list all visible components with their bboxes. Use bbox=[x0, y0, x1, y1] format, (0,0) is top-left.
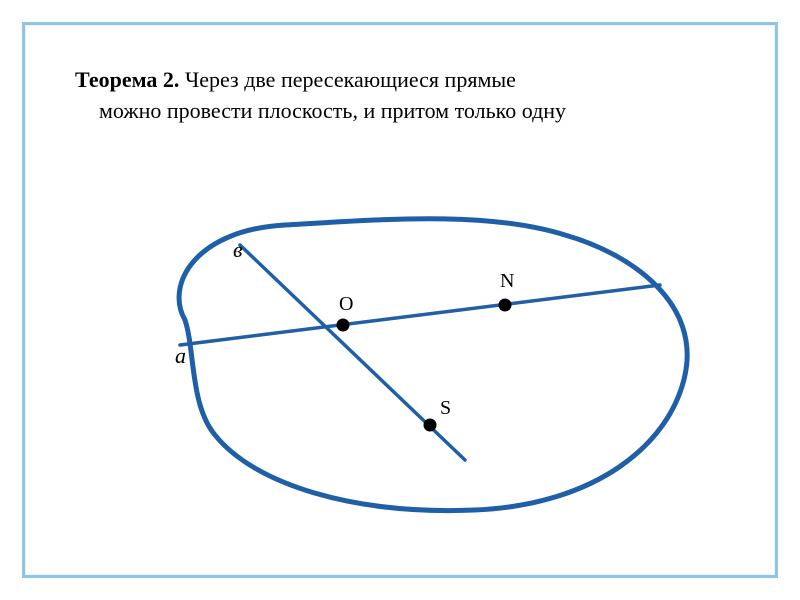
theorem-label: Теорема 2. bbox=[75, 67, 179, 92]
inner-frame: Теорема 2. Через две пересекающиеся прям… bbox=[22, 22, 778, 578]
point-label-s: S bbox=[440, 397, 451, 420]
point-o bbox=[337, 319, 350, 332]
line-v-label: в bbox=[233, 237, 243, 263]
diagram-svg bbox=[105, 175, 725, 555]
slide-frame: Теорема 2. Через две пересекающиеся прям… bbox=[0, 0, 800, 600]
theorem-text: Теорема 2. Через две пересекающиеся прям… bbox=[65, 65, 735, 127]
point-label-o: O bbox=[339, 293, 353, 316]
point-n bbox=[499, 299, 512, 312]
theorem-line1: Через две пересекающиеся прямые bbox=[179, 67, 515, 92]
theorem-line2: можно провести плоскость, и притом тольк… bbox=[75, 96, 725, 127]
content-area: Теорема 2. Через две пересекающиеся прям… bbox=[65, 65, 735, 535]
line-a-label: а bbox=[175, 343, 186, 369]
plane-blob bbox=[179, 219, 687, 511]
geometry-diagram: а в O N S bbox=[105, 175, 725, 555]
point-s bbox=[424, 419, 437, 432]
point-label-n: N bbox=[500, 270, 514, 293]
